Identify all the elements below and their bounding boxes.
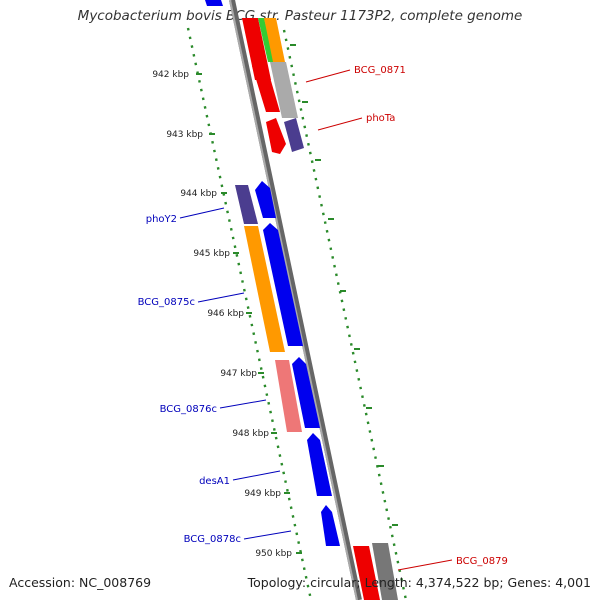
kbp-label: 944 kbp (180, 189, 217, 199)
kbp-label: 948 kbp (232, 429, 269, 439)
gene-arrow-purple-phoTa (284, 118, 304, 152)
gene-label-BCG_0871[interactable]: BCG_0871 (354, 65, 406, 76)
gene-arrow-purple-phoY2 (235, 185, 258, 224)
gene-arrow-blue-desA1 (307, 433, 332, 496)
gene-label-desA1[interactable]: desA1 (199, 476, 230, 487)
gene-arrow-orange (264, 18, 285, 62)
gene-labels-forward: BCG_0871 phoTa BCG_0879 (354, 65, 508, 567)
gene-arrow-blue (292, 357, 320, 428)
forward-strand-genes (258, 18, 398, 600)
gene-label-phoTa[interactable]: phoTa (366, 113, 395, 124)
gene-label-phoY2[interactable]: phoY2 (146, 214, 177, 225)
kbp-label: 947 kbp (220, 369, 257, 379)
accession-text: Accession: NC_008769 (9, 575, 152, 590)
kbp-label: 943 kbp (166, 130, 203, 140)
gene-arrow-orange-BCG_0875c (244, 226, 285, 352)
kbp-label: 946 kbp (207, 309, 244, 319)
gene-arrow-blue-top (205, 0, 223, 6)
gene-label-BCG_0876c[interactable]: BCG_0876c (160, 404, 217, 415)
kbp-label: 942 kbp (152, 70, 189, 80)
kbp-labels: 942 kbp 943 kbp 944 kbp 945 kbp 946 kbp … (152, 70, 292, 559)
gene-label-BCG_0879[interactable]: BCG_0879 (456, 556, 508, 567)
gene-arrow-blue (263, 223, 303, 346)
kbp-label: 950 kbp (255, 549, 292, 559)
outer-major-ticks (290, 44, 398, 526)
gene-arrow-pink-BCG_0876c (275, 360, 302, 432)
leader-lines (179, 69, 453, 571)
genome-backbone (229, 0, 362, 600)
gene-arrow-gray-BCG_0871 (270, 62, 298, 118)
gene-arrow-blue-BCG_0878c (321, 505, 340, 546)
inner-major-ticks (196, 73, 302, 554)
kbp-label: 949 kbp (244, 489, 281, 499)
gene-arrow-red (266, 118, 286, 154)
gene-arrow-red-BCG_0879 (353, 546, 380, 600)
gene-label-BCG_0875c[interactable]: BCG_0875c (138, 297, 195, 308)
map-title: Mycobacterium bovis BCG str. Pasteur 117… (77, 8, 523, 24)
gene-arrow-gray (372, 543, 398, 600)
kbp-label: 945 kbp (193, 249, 230, 259)
gene-arrow-blue (255, 181, 276, 218)
gene-labels-reverse: phoY2 BCG_0875c BCG_0876c desA1 BCG_0878… (138, 214, 241, 545)
genome-summary-text: Topology: circular; Length: 4,374,522 bp… (247, 575, 591, 590)
gene-arrow-red (252, 60, 280, 112)
gene-label-BCG_0878c[interactable]: BCG_0878c (184, 534, 241, 545)
reverse-strand-genes (205, 0, 340, 546)
